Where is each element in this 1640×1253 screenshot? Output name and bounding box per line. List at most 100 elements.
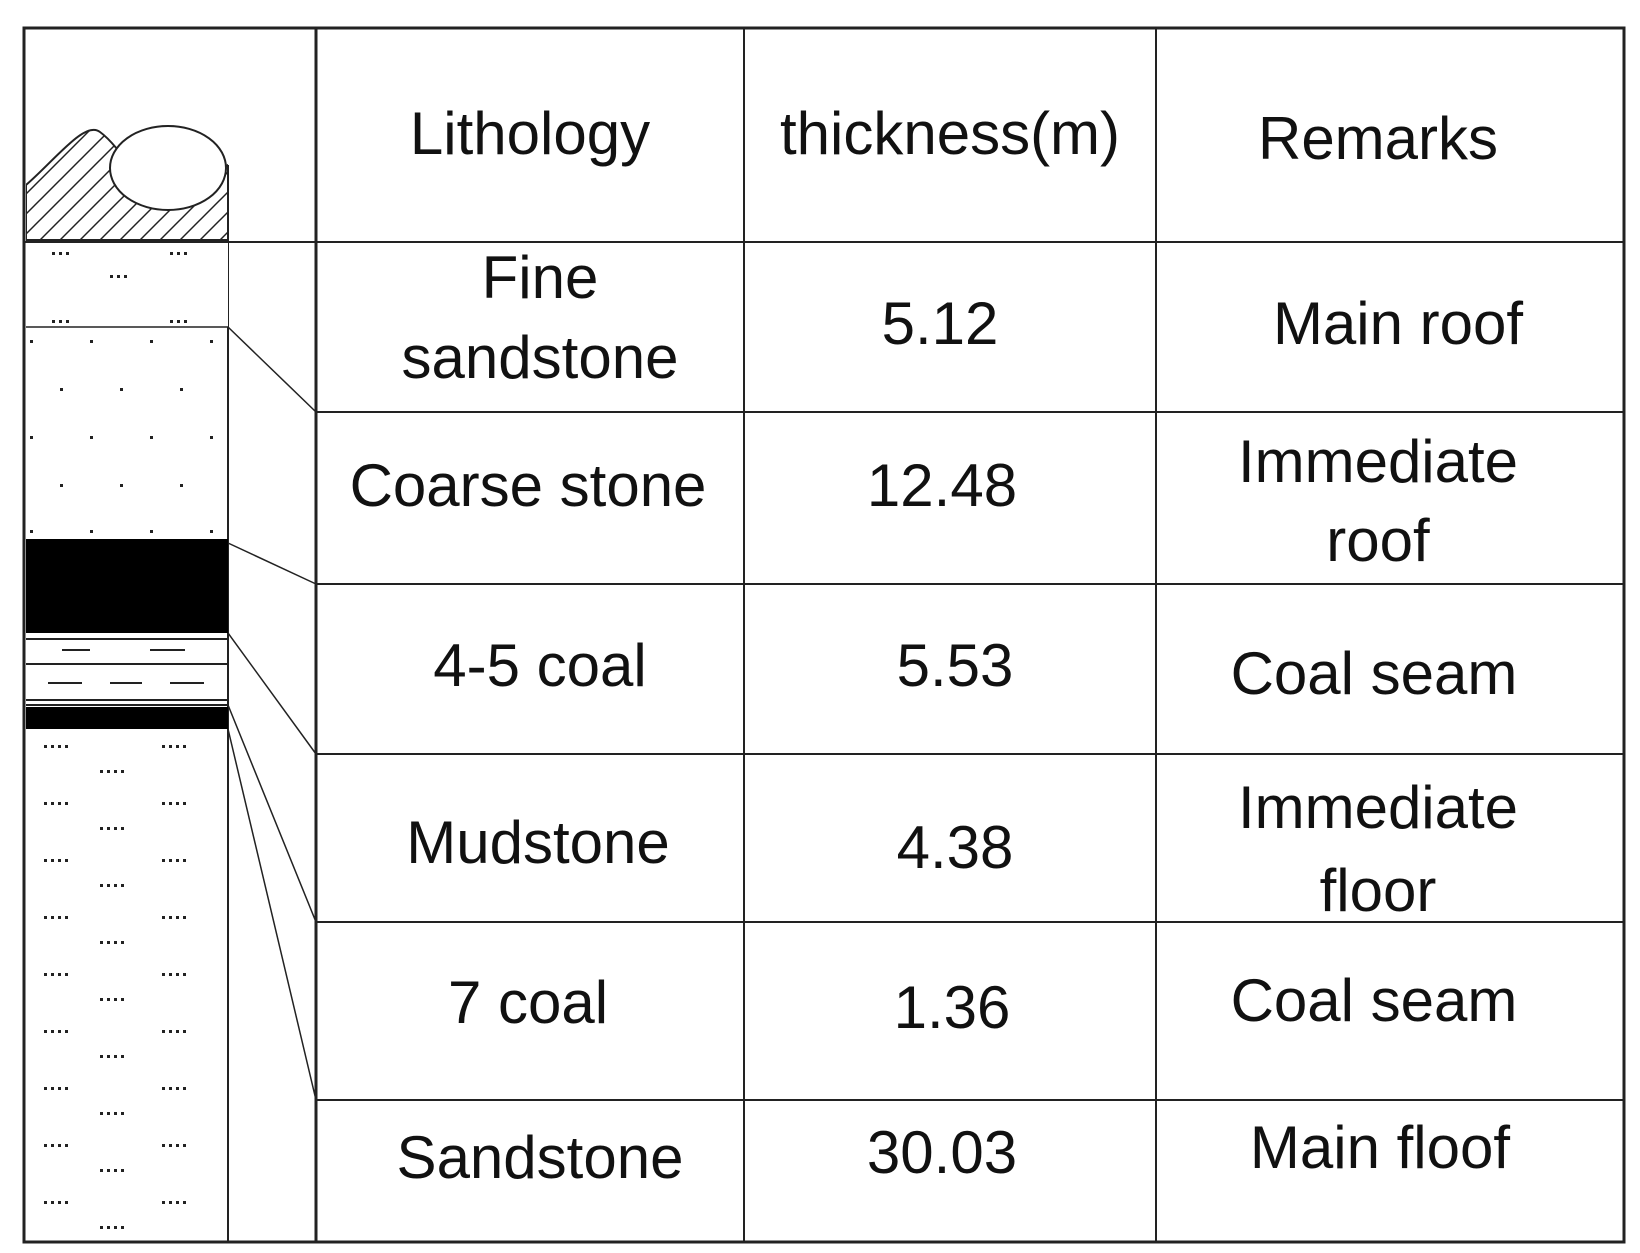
row-4-lithology: Mudstone [406, 809, 670, 876]
pattern-dot [44, 859, 47, 862]
pattern-dot [66, 320, 69, 323]
pattern-dot [107, 941, 110, 944]
pattern-dot [121, 998, 124, 1001]
row-5-lithology: 7 coal [448, 969, 608, 1036]
pattern-dot [176, 802, 179, 805]
row-6-remarks: Main floof [1250, 1114, 1510, 1181]
pattern-dot [162, 745, 165, 748]
row-2-remarks-line-1: Immediate [1238, 428, 1518, 495]
pattern-dot [121, 1226, 124, 1229]
pattern-dot [44, 973, 47, 976]
pattern-dot [180, 484, 183, 487]
pattern-dot [162, 1030, 165, 1033]
pattern-dot [150, 530, 153, 533]
header-thickness: thickness(m) [780, 100, 1120, 167]
pattern-dot [184, 252, 187, 255]
pattern-dot [114, 770, 117, 773]
pattern-dot [107, 1226, 110, 1229]
pattern-dot [176, 1030, 179, 1033]
row-6-lithology: Sandstone [397, 1124, 684, 1191]
lithology-table: Lithology thickness(m) Remarks Fine sand… [314, 26, 1626, 1244]
pattern-dot [114, 998, 117, 1001]
pattern-dot [107, 998, 110, 1001]
layer-7-coal [26, 707, 228, 729]
pattern-dot [184, 320, 187, 323]
row-4-thickness: 4.38 [897, 814, 1014, 881]
pattern-dot [176, 973, 179, 976]
pattern-dot [150, 436, 153, 439]
pattern-dot [100, 770, 103, 773]
row-4-remarks-line-1: Immediate [1238, 774, 1518, 841]
row-1-lithology-line-2: sandstone [402, 324, 679, 391]
pattern-dot [90, 340, 93, 343]
pattern-dot [44, 745, 47, 748]
pattern-dot [44, 1030, 47, 1033]
pattern-dot [58, 859, 61, 862]
pattern-dot [177, 252, 180, 255]
strata-column [22, 26, 318, 1244]
pattern-dot [51, 802, 54, 805]
layer-mudstone [26, 638, 228, 706]
pattern-dot [114, 827, 117, 830]
pattern-dot [210, 530, 213, 533]
pattern-dot [170, 320, 173, 323]
header-remarks: Remarks [1258, 105, 1498, 172]
pattern-dot [121, 941, 124, 944]
pattern-dot [120, 388, 123, 391]
pattern-dot [66, 252, 69, 255]
pattern-dot [110, 275, 113, 278]
pattern-dot [65, 859, 68, 862]
pattern-dot [183, 1144, 186, 1147]
pattern-dot [107, 770, 110, 773]
pattern-dot [183, 1087, 186, 1090]
pattern-dot [59, 320, 62, 323]
pattern-dot [107, 827, 110, 830]
row-1-thickness: 5.12 [882, 290, 999, 357]
pattern-dot [90, 436, 93, 439]
pattern-dot [121, 827, 124, 830]
pattern-dot [210, 340, 213, 343]
pattern-dot [162, 973, 165, 976]
pattern-dot [51, 1030, 54, 1033]
pattern-dot [51, 973, 54, 976]
pattern-dot [121, 1112, 124, 1115]
pattern-dot [176, 1087, 179, 1090]
pattern-dot [107, 1112, 110, 1115]
pattern-dot [100, 884, 103, 887]
pattern-dot [65, 916, 68, 919]
row-1-remarks: Main roof [1273, 290, 1523, 357]
pattern-dot [65, 802, 68, 805]
pattern-dot [52, 252, 55, 255]
pattern-dot [52, 320, 55, 323]
pattern-dot [170, 252, 173, 255]
layer-4-5-coal [26, 539, 228, 633]
pattern-dot [60, 388, 63, 391]
pattern-dot [58, 916, 61, 919]
pattern-dot [44, 1144, 47, 1147]
pattern-dot [176, 1144, 179, 1147]
pattern-dot [51, 745, 54, 748]
pattern-dot [44, 1201, 47, 1204]
row-3-thickness: 5.53 [897, 632, 1014, 699]
row-3-remarks: Coal seam [1231, 640, 1518, 707]
pattern-dot [65, 1144, 68, 1147]
pattern-dot [114, 1169, 117, 1172]
row-6-thickness: 30.03 [867, 1119, 1017, 1186]
pattern-dot [51, 1201, 54, 1204]
pattern-dot [65, 1087, 68, 1090]
pattern-dot [107, 1169, 110, 1172]
pattern-dot [44, 1087, 47, 1090]
pattern-dot [100, 827, 103, 830]
pattern-dot [183, 916, 186, 919]
pattern-dot [169, 916, 172, 919]
pattern-dot [65, 1201, 68, 1204]
pattern-dot [51, 1087, 54, 1090]
pattern-dot [30, 436, 33, 439]
pattern-dot [117, 275, 120, 278]
layer-fine-sandstone [26, 243, 228, 328]
pattern-dot [65, 973, 68, 976]
pattern-dot [176, 745, 179, 748]
pattern-dot [58, 973, 61, 976]
pattern-dot [114, 1055, 117, 1058]
pattern-dot [58, 745, 61, 748]
